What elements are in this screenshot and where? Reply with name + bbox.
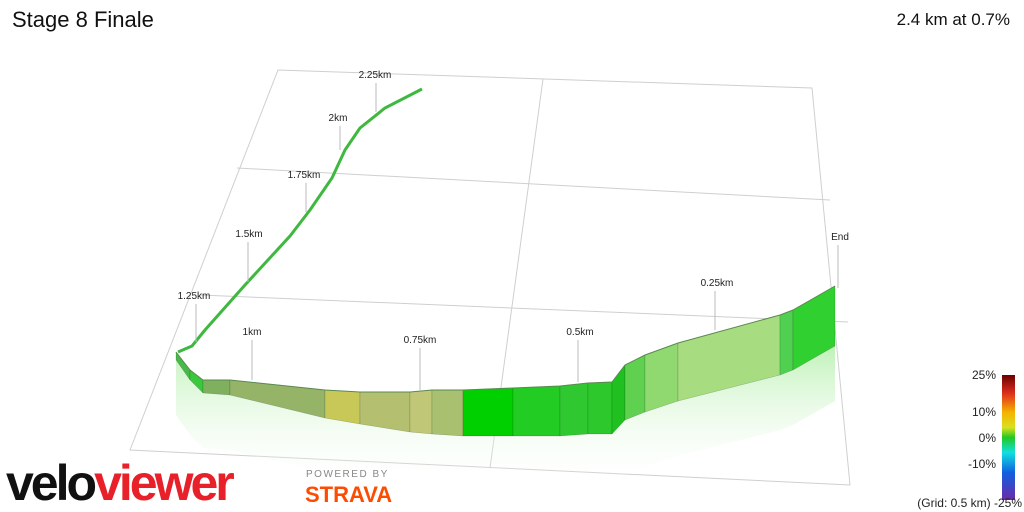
ribbon-segment (462, 387, 514, 437)
legend-label: 10% (972, 405, 996, 419)
marker-label: 0.25km (701, 278, 734, 289)
reflection (176, 346, 835, 491)
marker-label: 0.5km (566, 327, 593, 338)
legend-label: 25% (972, 368, 996, 382)
logo-viewer: viewer (94, 455, 234, 511)
ribbon-segment (624, 354, 646, 421)
marker-label: 1km (243, 327, 262, 338)
marker-label: 2.25km (359, 70, 392, 81)
marker-label: 2km (329, 113, 348, 124)
legend-label: -10% (968, 457, 996, 471)
logo: veloviewer (6, 455, 234, 511)
grid (129, 69, 851, 486)
ribbon-top (175, 285, 836, 393)
color-scale (1002, 375, 1015, 500)
summary: 2.4 km at 0.7% (897, 10, 1010, 29)
title: Stage 8 Finale (12, 7, 154, 32)
marker-label: 0.75km (404, 335, 437, 346)
marker-label: 1.75km (288, 170, 321, 181)
ribbon-segment (409, 389, 433, 435)
marker-label: 1.5km (235, 229, 262, 240)
profile-ribbon (175, 285, 836, 491)
ribbon-segment (779, 309, 794, 376)
ribbon-segment (324, 389, 361, 425)
markers: 2.25km 2km 1.75km 1.5km 1.25km 1km 0.75km 0.5km… (178, 70, 849, 390)
legend-label: 0% (979, 431, 997, 445)
strava: STRAVA (305, 482, 392, 507)
ribbon-segment (559, 382, 589, 437)
powered-by: POWERED BY (306, 469, 389, 480)
logo-velo: velo (6, 455, 96, 511)
ribbon-segment (512, 385, 561, 437)
route-line (177, 87, 423, 354)
ribbon-segment (202, 379, 231, 396)
grid-note: (Grid: 0.5 km) -25% (917, 496, 1022, 510)
ribbon-segment (587, 381, 613, 435)
marker-label: End (831, 232, 849, 243)
marker-label: 1.25km (178, 291, 211, 302)
ribbon-segment (431, 389, 464, 437)
